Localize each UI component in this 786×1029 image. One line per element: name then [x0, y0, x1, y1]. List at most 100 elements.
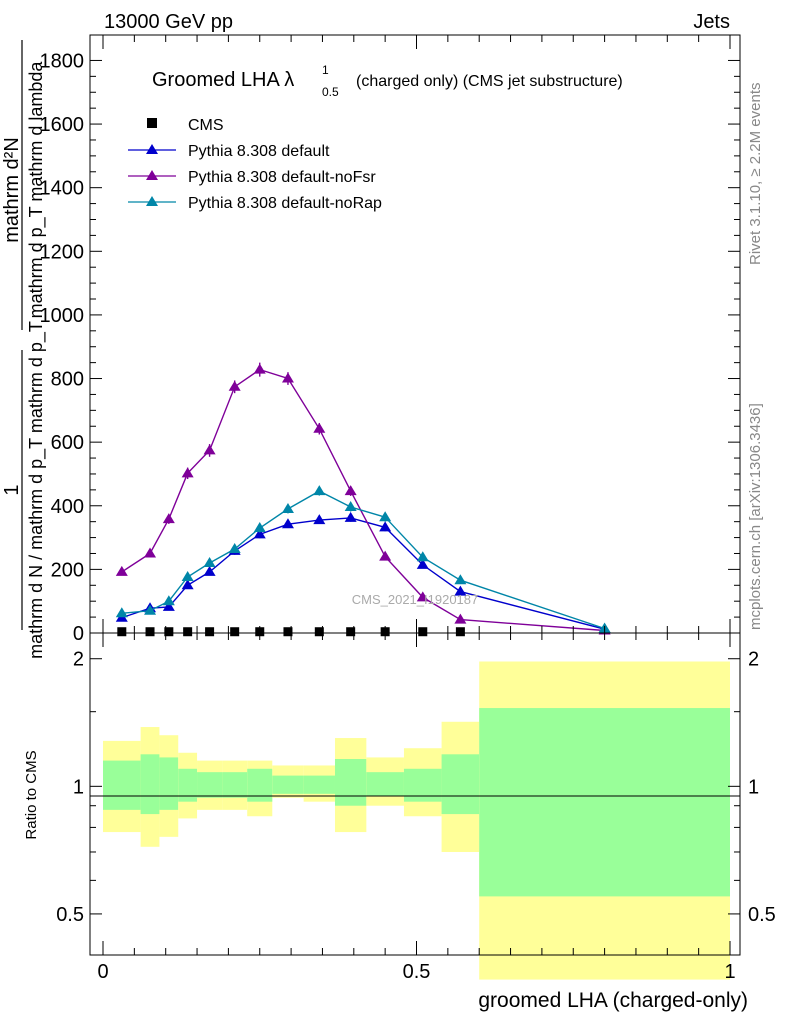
legend-label-nofsr: Pythia 8.308 default-noFsr	[188, 169, 376, 186]
main-y-tick-label: 1600	[40, 114, 85, 136]
legend-marker-nofsr	[146, 170, 158, 180]
series-marker	[115, 565, 128, 576]
main-plot: 0 200 400 600 800 1000 1200 1400 1600 1800 CMS_20…	[40, 34, 741, 645]
main-y-tick-label: 1800	[40, 50, 85, 72]
series-marker	[115, 607, 128, 618]
ratio-band-stat	[366, 772, 404, 796]
legend-label-norap: Pythia 8.308 default-noRap	[188, 195, 382, 212]
series-marker	[344, 501, 357, 512]
cms-data-point	[283, 627, 293, 637]
series-marker	[313, 514, 326, 525]
ratio-y-tick-label: 2	[73, 649, 84, 671]
legend-marker-norap	[146, 196, 158, 206]
ratio-axis-ticks: 0.5 0.5 1 1 2 2	[56, 649, 776, 926]
series-marker	[203, 557, 216, 568]
ratio-y-tick-label-right: 2	[748, 649, 759, 671]
rivet-label: Rivet 3.1.10, ≥ 2.2M events	[747, 83, 764, 266]
series-marker	[281, 372, 294, 383]
ratio-band-stat	[159, 757, 179, 810]
series-marker	[281, 518, 294, 529]
chart-title-sup: 1	[322, 63, 329, 77]
main-y-tick-label: 800	[51, 369, 84, 391]
ratio-bands-layer	[103, 661, 730, 980]
main-y-tick-label: 1000	[40, 305, 85, 327]
x-axis-label: groomed LHA (charged-only)	[478, 989, 748, 1012]
series-line-3	[121, 490, 605, 630]
series-marker	[162, 600, 175, 611]
series-marker	[181, 579, 194, 590]
x-tick-label: 1	[724, 961, 735, 983]
ratio-plot: 0.5 0.5 1 1 2 2 Ratio to CMS	[23, 632, 776, 980]
cms-data-point	[117, 627, 127, 637]
main-y-tick-label: 1400	[40, 178, 85, 200]
series-marker	[313, 422, 326, 433]
legend-label-cms: CMS	[188, 117, 224, 134]
ylabel-denom-2: mathrm d p_T mathrm d lambda	[26, 61, 47, 319]
chart-title-sub: 0.5	[322, 85, 339, 99]
series-marker	[379, 550, 392, 561]
series-marker	[379, 521, 392, 532]
legend-marker-default	[146, 144, 158, 154]
main-y-tick-label: 600	[51, 432, 84, 454]
ratio-plot-frame	[89, 632, 741, 956]
series-marker	[144, 547, 157, 558]
main-y-axis-label: 1 mathrm d N / mathrm d p_T mathrm d p_T…	[1, 40, 47, 659]
cms-data-point	[230, 627, 240, 637]
cms-data-point	[145, 627, 155, 637]
mcplots-label: mcplots.cern.ch [arXiv:1306.3436]	[747, 403, 764, 630]
series-marker	[454, 613, 467, 624]
ratio-band-stat	[272, 775, 304, 794]
series-marker	[416, 591, 429, 602]
ratio-band-stat	[303, 775, 335, 794]
series-marker	[181, 571, 194, 582]
ylabel-numer-1: 1	[1, 484, 23, 495]
x-tick-label: 0	[97, 961, 108, 983]
cms-data-point	[346, 627, 356, 637]
series-marker	[313, 485, 326, 496]
header-left: 13000 GeV pp	[104, 11, 233, 33]
cms-data-point	[455, 627, 465, 637]
ratio-y-tick-label-right: 0.5	[748, 904, 776, 926]
series-marker	[416, 558, 429, 569]
x-tick-label: 0.5	[403, 961, 431, 983]
series-line-2	[121, 368, 605, 632]
legend-label-default: Pythia 8.308 default	[188, 143, 330, 160]
chart-title-main: Groomed LHA λ	[152, 69, 294, 91]
ratio-band-stat	[140, 754, 160, 815]
series-marker	[379, 511, 392, 522]
series-marker	[253, 522, 266, 533]
series-marker	[162, 595, 175, 606]
legend: CMS Pythia 8.308 default Pythia 8.308 de…	[128, 117, 382, 212]
series-marker	[253, 528, 266, 539]
ratio-y-label: Ratio to CMS	[23, 750, 40, 839]
ratio-band-stat	[334, 759, 367, 806]
main-axis-ticks: 0 200 400 600 800 1000 1200 1400 1600 1800	[40, 50, 740, 645]
ratio-band-stat	[479, 708, 730, 897]
ratio-band-stat	[197, 772, 223, 798]
legend-marker-cms	[147, 118, 157, 128]
series-marker	[454, 574, 467, 585]
series-marker	[203, 444, 216, 455]
ratio-y-tick-label-right: 1	[748, 776, 759, 798]
main-y-tick-label: 1200	[40, 241, 85, 263]
series-marker	[144, 604, 157, 615]
cms-data-point	[418, 627, 428, 637]
ylabel-denom-1: mathrm d N / mathrm d p_T mathrm d p_T	[26, 321, 47, 659]
ratio-band-stat	[178, 768, 198, 802]
series-marker	[203, 565, 216, 576]
series-marker	[454, 585, 467, 596]
watermark: CMS_2021_I1920187	[352, 592, 479, 607]
series-marker	[344, 485, 357, 496]
series-marker	[253, 363, 266, 374]
ratio-band-stat	[103, 760, 141, 810]
series-marker	[228, 380, 241, 391]
ratio-y-tick-label: 1	[73, 776, 84, 798]
chart-title-rest: (charged only) (CMS jet substructure)	[356, 73, 623, 90]
main-series-layer	[115, 362, 611, 637]
cms-data-point	[164, 627, 174, 637]
series-marker	[162, 513, 175, 524]
cms-data-point	[183, 627, 193, 637]
main-y-tick-label: 400	[51, 496, 84, 518]
ratio-band-stat	[403, 768, 442, 802]
